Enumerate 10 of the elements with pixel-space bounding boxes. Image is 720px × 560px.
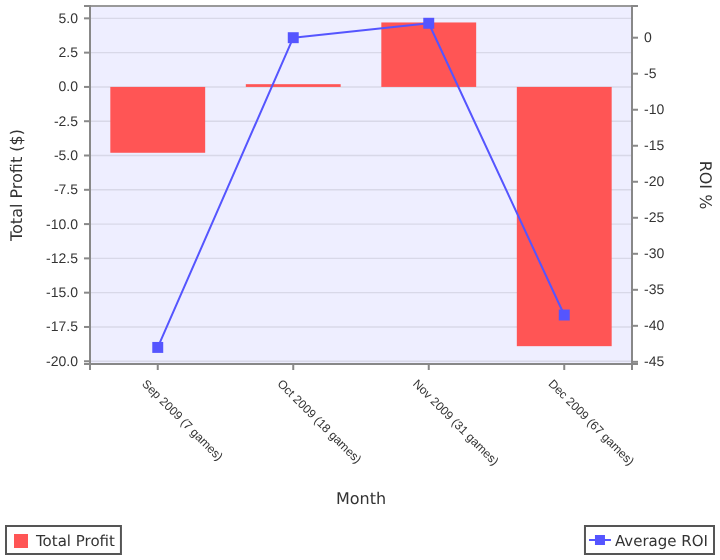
point — [423, 17, 435, 29]
y2-axis-title: ROI % — [696, 160, 714, 211]
point — [558, 309, 570, 321]
bar — [516, 86, 612, 347]
bar — [381, 22, 477, 87]
y-axis-title: Total Profit ($) — [8, 129, 26, 243]
point — [152, 341, 164, 353]
point — [287, 32, 299, 44]
x-axis-title: Month — [335, 490, 387, 508]
bar — [110, 86, 206, 153]
